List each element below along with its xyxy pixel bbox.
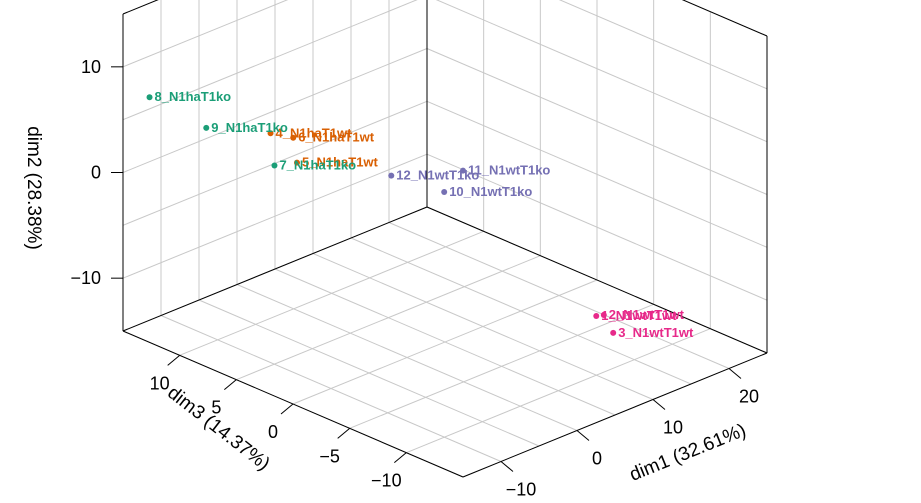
gridline <box>426 153 768 301</box>
data-point <box>441 189 448 196</box>
gridline <box>426 48 768 195</box>
data-point-label: 8_N1haT1ko <box>155 89 232 104</box>
data-point-label: 2_N1wtT1wt <box>609 307 685 322</box>
data-point-label: 10_N1wtT1ko <box>449 184 532 199</box>
gridline <box>349 303 654 429</box>
z-axis-title: dim3 (14.37%) <box>163 382 273 475</box>
frame-edge <box>462 352 768 478</box>
x-tick-label: 10 <box>663 418 683 438</box>
data-point <box>271 162 278 169</box>
data-point <box>267 130 274 137</box>
data-point <box>600 312 607 319</box>
frame-edge <box>426 206 768 354</box>
x-tick-mark <box>652 399 666 410</box>
data-point <box>146 94 153 101</box>
data-point-label: 5_N1haT1wt <box>302 155 379 170</box>
data-point-label: 1_N1wtT1wt <box>601 308 677 323</box>
z-tick-mark <box>337 427 350 439</box>
frame-edge <box>681 0 768 37</box>
x-tick-mark <box>728 368 742 379</box>
data-point <box>294 159 300 166</box>
gridline <box>435 0 768 143</box>
tick-labels: −10 0 10 20 −10 −5 0 5 10 −10 0 10 <box>70 57 759 500</box>
data-point <box>203 124 210 131</box>
gridline <box>236 255 541 381</box>
z-tick-label: −10 <box>371 471 402 491</box>
x-tick-label: 20 <box>739 387 759 407</box>
gridline <box>179 230 484 356</box>
z-tick-label: 5 <box>211 398 221 418</box>
gridline <box>122 153 428 279</box>
data-point <box>460 167 466 174</box>
data-point-label: 12_N1wtT1ko <box>396 168 479 183</box>
gridline <box>122 48 428 173</box>
gridline <box>122 0 289 68</box>
gridline <box>122 0 418 121</box>
z-tick-mark <box>280 403 294 415</box>
data-point-label: 11_N1wtT1ko <box>468 163 550 178</box>
y-tick-label: 0 <box>91 163 101 183</box>
x-tick-mark <box>576 430 590 441</box>
gridline <box>292 279 598 405</box>
gridline <box>426 100 768 248</box>
data-point-label: 9_N1haT1ko <box>211 120 288 135</box>
gridline <box>558 0 768 90</box>
data-point <box>610 329 617 336</box>
x-tick-label: 0 <box>592 449 602 469</box>
data-point <box>388 172 395 179</box>
gridline <box>406 328 711 454</box>
x-tick-mark <box>500 461 514 472</box>
data-point-label: 7_N1haT1ko <box>279 158 356 173</box>
frame-edge <box>122 206 428 332</box>
data-point-label: 3_N1wtT1wt <box>618 325 694 340</box>
x-axis-title: dim1 (32.61%) <box>627 420 749 486</box>
x-tick-label: −10 <box>506 480 537 499</box>
z-tick-label: 10 <box>150 373 170 393</box>
data-point <box>290 134 297 141</box>
axis-titles: dim1 (32.61%) dim2 (28.38%) dim3 (14.37%… <box>23 126 749 486</box>
data-point <box>593 313 600 319</box>
z-tick-label: 0 <box>268 422 278 442</box>
y-tick-label: −10 <box>70 268 101 288</box>
z-tick-mark <box>167 354 180 366</box>
data-points: 1_N1wtT1wt2_N1wtT1wt3_N1wtT1wt4_N1haT1wt… <box>146 89 694 340</box>
y-tick-label: 10 <box>81 57 101 77</box>
y-axis-title: dim2 (28.38%) <box>23 126 44 250</box>
z-tick-label: −5 <box>319 446 340 466</box>
box-frame <box>122 0 768 478</box>
z-tick-mark <box>394 452 407 464</box>
z-tick-mark <box>224 379 237 391</box>
data-point-label: 6_N1haT1wt <box>298 130 375 145</box>
